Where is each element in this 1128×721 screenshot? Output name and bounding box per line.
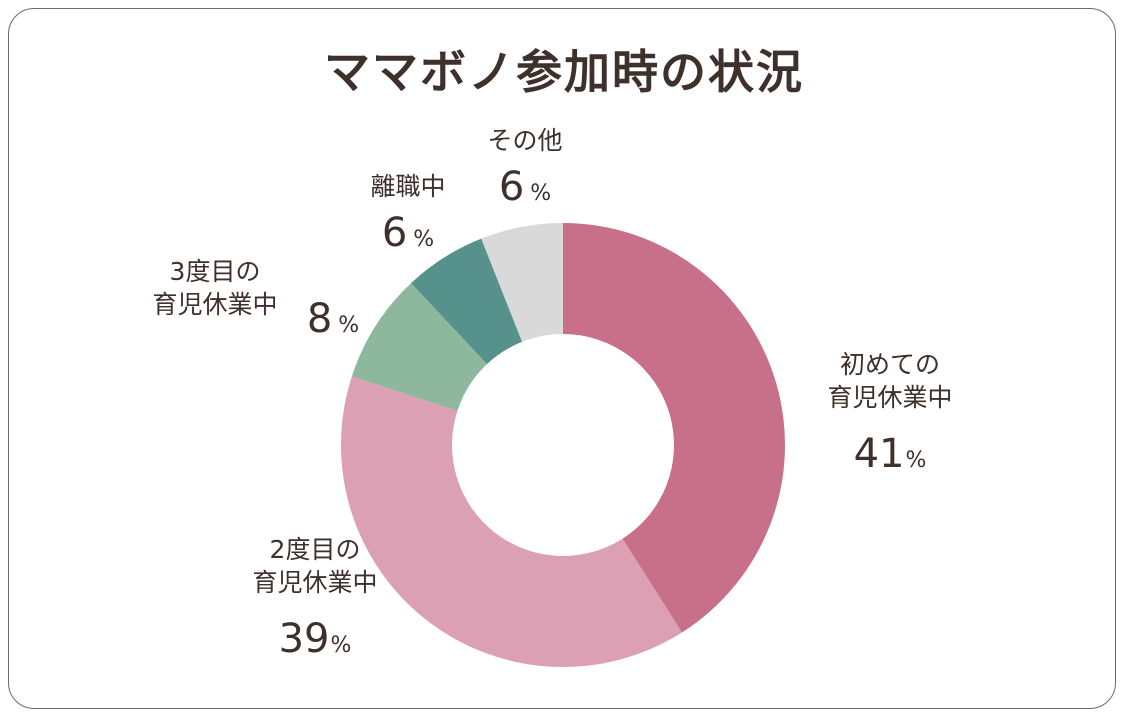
label-other: その他 6%: [465, 124, 585, 214]
chart-title: ママボノ参加時の状況: [324, 45, 804, 99]
value-first-leave-number: 41: [853, 431, 905, 477]
label-second-leave: 2度目の 育児休業中 39%: [220, 533, 410, 666]
label-third-leave: 3度目の 育児休業中: [140, 255, 290, 321]
label-first-leave: 初めての 育児休業中 41%: [795, 348, 985, 481]
label-resigned-line1: 離職中: [370, 172, 446, 201]
value-resigned-number: 6: [381, 210, 408, 256]
donut-slice-1: [340, 376, 682, 668]
value-other: 6%: [465, 161, 585, 214]
donut-slice-2: [351, 283, 488, 411]
label-other-line1: その他: [487, 126, 563, 155]
value-third-leave: 8%: [298, 293, 368, 346]
label-first-leave-line2: 育児休業中: [827, 383, 953, 412]
label-second-leave-line2: 育児休業中: [252, 568, 378, 597]
value-second-leave-number: 39: [278, 616, 330, 662]
label-resigned: 離職中 6%: [348, 170, 468, 260]
donut-slice-4: [481, 223, 563, 342]
value-third-leave-percent: %: [338, 313, 360, 338]
label-second-leave-line1: 2度目の: [269, 535, 361, 564]
value-resigned: 6%: [348, 207, 468, 260]
value-other-number: 6: [498, 164, 525, 210]
value-second-leave: 39%: [220, 613, 410, 666]
value-other-percent: %: [530, 181, 552, 206]
label-first-leave-line1: 初めての: [839, 350, 940, 379]
label-third-leave-line1: 3度目の: [169, 257, 261, 286]
donut-slice-0: [563, 223, 786, 633]
value-third-leave-number: 8: [306, 296, 333, 342]
value-first-leave: 41%: [795, 428, 985, 481]
value-resigned-percent: %: [413, 227, 435, 252]
value-first-leave-percent: %: [905, 448, 927, 473]
donut-slice-3: [411, 238, 523, 365]
value-second-leave-percent: %: [330, 633, 352, 658]
label-third-leave-line2: 育児休業中: [152, 290, 278, 319]
